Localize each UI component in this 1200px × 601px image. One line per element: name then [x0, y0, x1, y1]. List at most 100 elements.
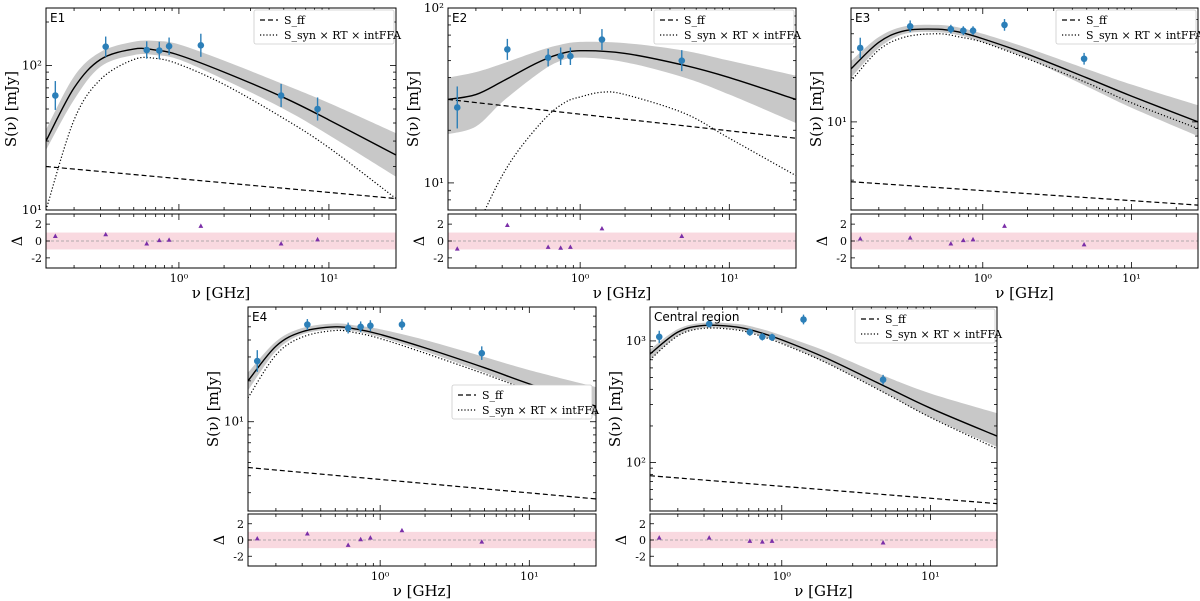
data-point	[314, 105, 321, 113]
x-tick-label: 10⁰	[571, 272, 590, 285]
data-point	[253, 357, 261, 365]
data-point	[906, 22, 914, 30]
legend: S_ff S_syn × RT × intFFA	[451, 384, 600, 420]
axes-frame	[447, 7, 797, 211]
residual-y-tick-label: 0	[639, 534, 646, 547]
residual-axis-label: Δ	[212, 535, 228, 545]
legend-label-syn: S_syn × RT × intFFA	[684, 29, 802, 42]
data-point	[102, 43, 109, 50]
legend-box	[653, 9, 795, 45]
data-point	[655, 333, 663, 341]
residual-point	[399, 527, 405, 533]
residual-point	[960, 237, 966, 243]
series-line-total	[448, 49, 796, 101]
data-point	[398, 321, 406, 328]
data-point	[557, 52, 564, 60]
residual-point	[156, 237, 162, 243]
y-tick-label: 10²	[626, 456, 646, 470]
uncertainty-band	[448, 41, 796, 135]
residual-point	[1081, 241, 1087, 247]
plot-area	[248, 319, 596, 500]
data-point	[304, 321, 311, 328]
uncertainty-band	[851, 24, 1198, 137]
legend-label-syn: S_syn × RT × intFFA	[1086, 29, 1200, 42]
uncertainty-band	[248, 323, 596, 417]
series-line-ff	[248, 466, 596, 500]
residual-point	[656, 535, 662, 540]
residual-area	[46, 223, 396, 250]
residual-point	[479, 539, 485, 544]
data-point	[947, 25, 955, 33]
series-line-ff	[46, 165, 396, 200]
residual-point	[52, 233, 58, 238]
residual-point	[504, 222, 510, 227]
residual-point	[679, 233, 685, 238]
data-point	[544, 54, 552, 61]
residual-point	[198, 223, 204, 228]
residual-point	[254, 535, 260, 541]
data-point	[143, 46, 151, 54]
data-point	[705, 320, 713, 328]
panel-e4: 10¹ E4 S(ν) [mJy] S_ff S_syn × RT × intFFA 2 0…	[204, 306, 600, 600]
data-point	[504, 46, 511, 53]
residual-band	[650, 531, 997, 549]
data-point	[856, 44, 864, 52]
residual-point	[706, 535, 712, 540]
residual-point	[315, 236, 320, 242]
series-line-syn	[484, 91, 796, 210]
legend-label-ff: S_ff	[684, 14, 706, 27]
panel-e2: 10¹ 10² E2 S(ν) [mJy] S_ff S_syn × RT × intFF…	[404, 1, 802, 302]
x-axis-label: ν [GHz]	[393, 582, 452, 600]
residual-point	[880, 540, 886, 545]
residual-y-tick-label: 2	[437, 218, 444, 231]
legend-box	[854, 308, 996, 344]
data-point	[1080, 55, 1088, 63]
y-tick-label: 10¹	[827, 115, 847, 129]
axes-frame	[649, 306, 998, 512]
panel-title: E2	[452, 11, 467, 25]
data-point	[800, 316, 807, 323]
residual-point	[769, 538, 775, 543]
residual-area	[851, 223, 1198, 250]
residual-point	[970, 236, 976, 242]
series-line-syn	[248, 329, 596, 415]
legend-label-syn: S_syn × RT × intFFA	[284, 29, 402, 42]
residual-axis-label: Δ	[412, 236, 428, 246]
y-axis-label: S(ν) [mJy]	[807, 71, 825, 147]
residual-point	[367, 535, 373, 540]
residual-axis-label: Δ	[10, 236, 26, 246]
data-point	[768, 334, 776, 341]
series-line-total	[248, 326, 596, 407]
series-line-ff	[448, 98, 796, 139]
y-tick-label: 10²	[22, 59, 42, 73]
residual-area	[650, 531, 997, 549]
residual-point	[166, 237, 172, 242]
panel-title: E3	[855, 11, 870, 25]
data-point	[453, 104, 461, 111]
residual-band	[851, 232, 1198, 250]
legend-box	[451, 384, 593, 420]
residual-point	[1002, 223, 1007, 228]
x-tick-label: 10¹	[921, 570, 939, 583]
series-line-syn	[851, 33, 1198, 130]
legend: S_ff S_syn × RT × intFFA	[854, 308, 1003, 344]
y-axis-label: S(ν) [mJy]	[606, 371, 624, 447]
residual-point	[857, 236, 863, 241]
data-point	[277, 92, 285, 99]
data-point	[165, 42, 173, 50]
legend-label-ff: S_ff	[482, 389, 504, 402]
y-tick-label: 10¹	[22, 203, 42, 217]
residual-y-tick-label: 2	[639, 518, 646, 531]
panel-e3: 10¹ E3 S(ν) [mJy] S_ff S_syn × RT × intFFA 2 0…	[807, 7, 1200, 302]
residual-point	[358, 536, 364, 542]
panel-central: 10² 10³ Central region S(ν) [mJy] S_ff S_syn …	[606, 306, 1003, 600]
y-tick-label: 10¹	[224, 415, 244, 429]
legend-box	[1055, 9, 1197, 45]
data-point	[567, 52, 574, 60]
panel-e1: 10¹ 10² E1 S(ν) [mJy] S_ff S_syn × RT × intFF…	[2, 7, 402, 302]
x-tick-label: 10¹	[320, 272, 338, 285]
legend-label-ff: S_ff	[284, 14, 306, 27]
residual-y-tick-label: -2	[635, 550, 646, 563]
residual-axis-label: Δ	[614, 535, 630, 545]
